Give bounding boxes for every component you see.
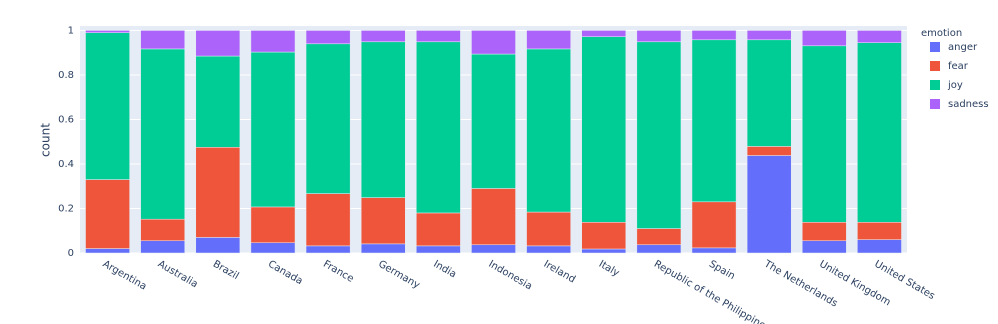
bar bbox=[250, 206, 296, 244]
y-tick-label: 0.6 bbox=[58, 114, 74, 125]
bar bbox=[801, 222, 847, 242]
bar bbox=[526, 48, 571, 213]
bar bbox=[85, 32, 130, 180]
bar bbox=[85, 248, 130, 254]
bar bbox=[526, 245, 571, 254]
bar bbox=[526, 30, 571, 50]
y-tick-label: 0 bbox=[68, 248, 74, 259]
bar bbox=[581, 30, 627, 37]
bar bbox=[746, 30, 792, 41]
bar bbox=[305, 43, 351, 194]
bar bbox=[360, 197, 406, 245]
bar bbox=[250, 242, 296, 254]
bar bbox=[416, 212, 461, 247]
bar bbox=[746, 146, 792, 156]
bar bbox=[801, 30, 847, 47]
bar bbox=[581, 36, 627, 223]
x-tick-label: Australia bbox=[156, 259, 200, 291]
bar bbox=[195, 55, 241, 148]
bar bbox=[857, 42, 902, 223]
legend-swatch bbox=[930, 42, 940, 52]
bar bbox=[636, 30, 682, 43]
x-tick-label: India bbox=[431, 259, 458, 281]
x-tick-label: Argentina bbox=[101, 259, 149, 293]
bar bbox=[857, 30, 902, 43]
y-axis-label: count bbox=[39, 123, 53, 157]
bar bbox=[636, 228, 682, 246]
bar bbox=[360, 243, 406, 254]
bar bbox=[140, 30, 186, 50]
bar bbox=[360, 30, 406, 43]
legend-title: emotion bbox=[921, 28, 962, 39]
y-tick-label: 0.4 bbox=[58, 159, 74, 170]
bar bbox=[140, 240, 186, 254]
x-tick-label: Indonesia bbox=[487, 259, 534, 293]
legend-swatch bbox=[930, 99, 940, 109]
bar bbox=[305, 245, 351, 254]
bar bbox=[691, 201, 737, 249]
bar bbox=[250, 30, 296, 53]
x-tick-label: France bbox=[321, 259, 355, 285]
bar bbox=[195, 30, 241, 57]
bar bbox=[471, 188, 516, 246]
bar bbox=[85, 30, 130, 33]
legend-label: anger bbox=[948, 42, 978, 53]
bar bbox=[85, 179, 130, 249]
bar bbox=[636, 244, 682, 254]
y-tick-label: 0.2 bbox=[58, 203, 74, 214]
y-tick-label: 0.8 bbox=[58, 70, 74, 81]
x-tick-label: Canada bbox=[266, 259, 304, 288]
bar bbox=[691, 30, 737, 41]
legend-swatch bbox=[930, 61, 940, 71]
bar bbox=[801, 240, 847, 254]
bar bbox=[471, 53, 516, 189]
x-tick-label: Italy bbox=[597, 259, 621, 279]
bar bbox=[305, 193, 351, 247]
bar bbox=[526, 211, 571, 247]
legend-swatch bbox=[930, 80, 940, 90]
bar bbox=[471, 244, 516, 254]
x-tick-label: Brazil bbox=[211, 259, 241, 282]
bar bbox=[305, 30, 351, 45]
bar bbox=[801, 45, 847, 223]
bar bbox=[691, 39, 737, 203]
bar bbox=[195, 147, 241, 238]
bar bbox=[581, 248, 627, 254]
bar bbox=[140, 218, 186, 242]
legend-label: sadness bbox=[948, 99, 989, 110]
bar bbox=[857, 239, 902, 254]
bar bbox=[691, 247, 737, 254]
bar bbox=[360, 41, 406, 198]
bar bbox=[416, 245, 461, 254]
bar bbox=[746, 155, 792, 254]
x-tick-label: Germany bbox=[376, 259, 421, 292]
bar bbox=[471, 30, 516, 55]
bar bbox=[581, 222, 627, 250]
bar bbox=[636, 41, 682, 229]
bar bbox=[195, 237, 241, 254]
bar bbox=[857, 222, 902, 240]
legend-label: joy bbox=[947, 80, 963, 91]
x-tick-label: Spain bbox=[707, 259, 737, 283]
bar bbox=[746, 39, 792, 147]
x-tick-label: Ireland bbox=[542, 259, 577, 286]
bar bbox=[416, 41, 461, 214]
bar bbox=[140, 48, 186, 220]
y-tick-label: 1 bbox=[68, 25, 74, 36]
bar bbox=[416, 30, 461, 43]
legend-label: fear bbox=[948, 61, 969, 72]
bar bbox=[250, 51, 296, 208]
